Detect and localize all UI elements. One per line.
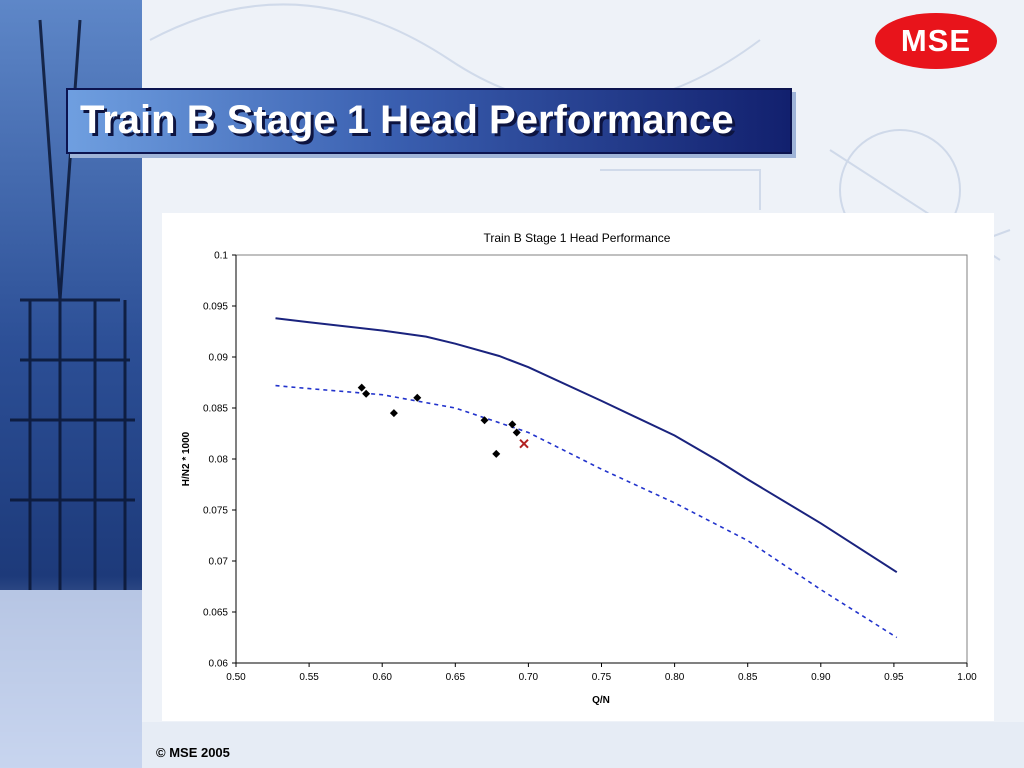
data-point-diamond xyxy=(480,416,489,425)
chart-title: Train B Stage 1 Head Performance xyxy=(484,231,671,245)
solid-curve-line xyxy=(275,317,898,574)
x-tick-labels: 0.50 0.55 0.60 0.65 0.70 0.75 0.80 0.85 0.90 0.95… xyxy=(226,672,977,683)
y-tick-label: 0.085 xyxy=(203,404,228,415)
x-tick-label: 0.85 xyxy=(738,672,758,683)
x-axis-label: Q/N xyxy=(592,695,610,706)
x-tick-label: 0.65 xyxy=(446,672,466,683)
chart-axes xyxy=(232,254,968,667)
x-tick-label: 1.00 xyxy=(957,672,977,683)
x-tick-label: 0.70 xyxy=(519,672,539,683)
y-tick-labels: 0.06 0.065 0.07 0.075 0.08 0.085 0.09 0.095 0.1 xyxy=(203,251,228,670)
data-point-diamond xyxy=(512,428,521,437)
y-tick-label: 0.06 xyxy=(209,659,229,670)
x-tick-label: 0.80 xyxy=(665,672,685,683)
logo-ellipse xyxy=(875,13,997,69)
y-tick-label: 0.08 xyxy=(209,455,229,466)
data-point-diamond xyxy=(492,449,501,458)
data-point-diamond xyxy=(362,389,371,398)
x-tick-label: 0.55 xyxy=(299,672,319,683)
chart-series xyxy=(275,317,898,639)
data-point-x-marker xyxy=(519,438,529,449)
y-tick-label: 0.1 xyxy=(214,251,228,262)
mse-logo: MSE xyxy=(874,12,998,70)
y-tick-label: 0.065 xyxy=(203,608,228,619)
page-title: Train B Stage 1 Head Performance xyxy=(80,98,734,142)
y-tick-label: 0.09 xyxy=(209,353,229,364)
footer-copyright: © MSE 2005 xyxy=(156,745,230,760)
data-point-diamond xyxy=(357,383,366,392)
y-tick-label: 0.075 xyxy=(203,506,228,517)
head-performance-chart: 0.060.0650.070.0750.080.0850.090.0950.1 … xyxy=(181,231,977,706)
title-banner: Train B Stage 1 Head Performance xyxy=(66,88,792,154)
x-tick-label: 0.95 xyxy=(884,672,904,683)
x-tick-label: 0.75 xyxy=(592,672,612,683)
x-tick-label: 0.90 xyxy=(811,672,831,683)
x-tick-label: 0.60 xyxy=(372,672,392,683)
y-tick-label: 0.095 xyxy=(203,302,228,313)
data-point-diamond xyxy=(508,420,517,429)
y-axis-label: H/N2 * 1000 xyxy=(181,431,192,486)
plot-area xyxy=(235,254,968,664)
data-point-diamond xyxy=(389,409,398,418)
logo-text: MSE xyxy=(900,23,972,58)
x-tick-label: 0.50 xyxy=(226,672,246,683)
dashed-curve-line xyxy=(275,384,898,639)
data-point-diamond xyxy=(413,393,422,402)
y-tick-label: 0.07 xyxy=(209,557,229,568)
chart-panel: 0.06 0.065 0.07 0.075 0.08 0.085 0.09 0.095 0.1 … xyxy=(162,213,994,721)
